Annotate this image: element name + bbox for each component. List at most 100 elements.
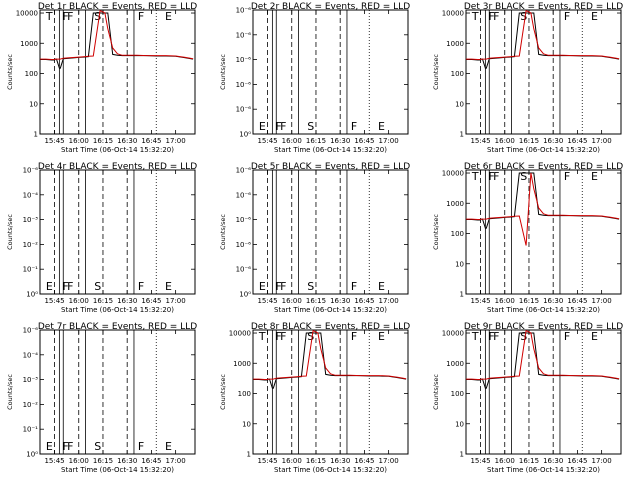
event-marker-f: F bbox=[138, 440, 144, 453]
y-tick-label: 10⁻⁶ bbox=[236, 106, 252, 114]
event-marker-f: F bbox=[275, 120, 281, 133]
y-tick-label: 10⁻³ bbox=[23, 376, 39, 384]
event-marker-f: F bbox=[493, 170, 499, 183]
x-tick-label: 16:30 bbox=[117, 457, 137, 465]
x-tick-label: 16:45 bbox=[567, 457, 587, 465]
x-tick-label: 16:15 bbox=[519, 137, 539, 145]
event-marker-e: E bbox=[165, 280, 172, 293]
x-tick-label: 15:45 bbox=[257, 137, 277, 145]
panel-det-9: Det 9r BLACK = Events, RED = LLD 1 10 100 10… bbox=[432, 322, 623, 474]
x-tick-label: 16:30 bbox=[117, 137, 137, 145]
event-marker-s: S bbox=[94, 440, 101, 453]
y-tick-label: 10⁻⁴ bbox=[23, 351, 39, 359]
plot-frame bbox=[465, 169, 622, 295]
event-marker-f: F bbox=[488, 10, 494, 23]
event-marker-f: F bbox=[564, 10, 570, 23]
x-tick-label: 17:00 bbox=[166, 137, 186, 145]
x-tick-label: 16:45 bbox=[567, 297, 587, 305]
y-tick-label: 10000 bbox=[442, 170, 464, 178]
x-tick-label: 16:00 bbox=[282, 457, 302, 465]
event-marker-f: F bbox=[62, 280, 68, 293]
y-tick-label: 1000 bbox=[446, 360, 464, 368]
event-marker-f: F bbox=[351, 330, 357, 343]
x-tick-label: 16:15 bbox=[519, 297, 539, 305]
y-axis-label: Counts/sec bbox=[6, 214, 14, 250]
y-axis-label: Counts/sec bbox=[432, 374, 440, 410]
plot-frame bbox=[465, 329, 622, 455]
y-tick-label: 1 bbox=[34, 131, 38, 139]
series-lld bbox=[466, 10, 620, 60]
y-axis-label: Counts/sec bbox=[6, 374, 14, 410]
event-marker-e: E bbox=[259, 280, 266, 293]
x-tick-label: 16:00 bbox=[495, 457, 515, 465]
y-tick-label: 1 bbox=[460, 451, 464, 459]
event-marker-f: F bbox=[275, 330, 281, 343]
event-marker-f: F bbox=[488, 330, 494, 343]
x-tick-label: 16:00 bbox=[69, 457, 89, 465]
y-tick-label: 10⁻⁶ bbox=[236, 167, 252, 175]
x-tick-label: 16:15 bbox=[306, 457, 326, 465]
x-tick-label: 16:30 bbox=[117, 297, 137, 305]
y-tick-label: 10 bbox=[455, 100, 464, 108]
event-marker-f: F bbox=[488, 170, 494, 183]
series-lld bbox=[40, 10, 194, 60]
event-marker-t: T bbox=[471, 330, 479, 343]
y-tick-label: 1000 bbox=[233, 360, 251, 368]
y-tick-label: 100 bbox=[451, 390, 464, 398]
event-marker-s: S bbox=[307, 120, 314, 133]
x-tick-label: 16:45 bbox=[141, 137, 161, 145]
event-marker-t: T bbox=[45, 10, 53, 23]
event-marker-e: E bbox=[591, 10, 598, 23]
plot-frame bbox=[465, 9, 622, 135]
x-tick-label: 15:45 bbox=[470, 297, 490, 305]
x-axis-label: Start Time (06-Oct-14 15:32:20) bbox=[274, 466, 387, 474]
event-marker-f: F bbox=[275, 280, 281, 293]
x-tick-label: 17:00 bbox=[379, 137, 399, 145]
y-tick-label: 10⁰ bbox=[26, 451, 38, 459]
event-marker-f: F bbox=[351, 120, 357, 133]
event-marker-s: S bbox=[94, 280, 101, 293]
y-tick-label: 10⁰ bbox=[26, 291, 38, 299]
y-tick-label: 10⁻¹ bbox=[23, 266, 39, 274]
y-tick-label: 10 bbox=[29, 100, 38, 108]
event-marker-f: F bbox=[62, 10, 68, 23]
y-tick-label: 10⁻⁶ bbox=[23, 167, 39, 175]
y-tick-label: 10⁻¹ bbox=[23, 426, 39, 434]
series-lld bbox=[253, 330, 407, 380]
y-tick-label: 10⁻² bbox=[23, 241, 39, 249]
event-marker-f: F bbox=[564, 330, 570, 343]
x-axis-label: Start Time (06-Oct-14 15:32:20) bbox=[487, 306, 600, 314]
x-tick-label: 15:45 bbox=[470, 457, 490, 465]
y-axis-label: Counts/sec bbox=[219, 54, 227, 90]
event-marker-t: T bbox=[471, 10, 479, 23]
x-tick-label: 16:30 bbox=[330, 457, 350, 465]
y-tick-label: 10⁻² bbox=[23, 401, 39, 409]
plot-frame bbox=[252, 169, 409, 295]
y-tick-label: 1 bbox=[460, 291, 464, 299]
y-tick-label: 100 bbox=[451, 70, 464, 78]
event-marker-f: F bbox=[138, 10, 144, 23]
x-tick-label: 17:00 bbox=[166, 297, 186, 305]
x-tick-label: 16:00 bbox=[282, 297, 302, 305]
event-marker-f: F bbox=[138, 280, 144, 293]
y-tick-label: 100 bbox=[25, 70, 38, 78]
panel-title: Det 7r BLACK = Events, RED = LLD bbox=[38, 322, 197, 332]
event-marker-f: F bbox=[280, 330, 286, 343]
y-axis-label: Counts/sec bbox=[432, 214, 440, 250]
x-axis-label: Start Time (06-Oct-14 15:32:20) bbox=[487, 146, 600, 154]
x-tick-label: 16:30 bbox=[543, 457, 563, 465]
series-lld bbox=[466, 330, 620, 380]
y-tick-label: 10⁻⁶ bbox=[236, 216, 252, 224]
y-tick-label: 1000 bbox=[446, 40, 464, 48]
panel-title: Det 6r BLACK = Events, RED = LLD bbox=[464, 162, 623, 172]
x-tick-label: 15:45 bbox=[44, 457, 64, 465]
x-axis-label: Start Time (06-Oct-14 15:32:20) bbox=[274, 146, 387, 154]
y-tick-label: 10⁻⁴ bbox=[23, 191, 39, 199]
panel-title: Det 2r BLACK = Events, RED = LLD bbox=[251, 2, 410, 12]
y-tick-label: 10000 bbox=[442, 330, 464, 338]
plot-frame bbox=[252, 9, 409, 135]
panel-det-6: Det 6r BLACK = Events, RED = LLD 1 10 100 10… bbox=[432, 162, 623, 314]
y-tick-label: 10 bbox=[242, 420, 251, 428]
y-tick-label: 10⁻⁶ bbox=[236, 191, 252, 199]
panel-det-8: Det 8r BLACK = Events, RED = LLD 1 10 100 10… bbox=[219, 322, 410, 474]
